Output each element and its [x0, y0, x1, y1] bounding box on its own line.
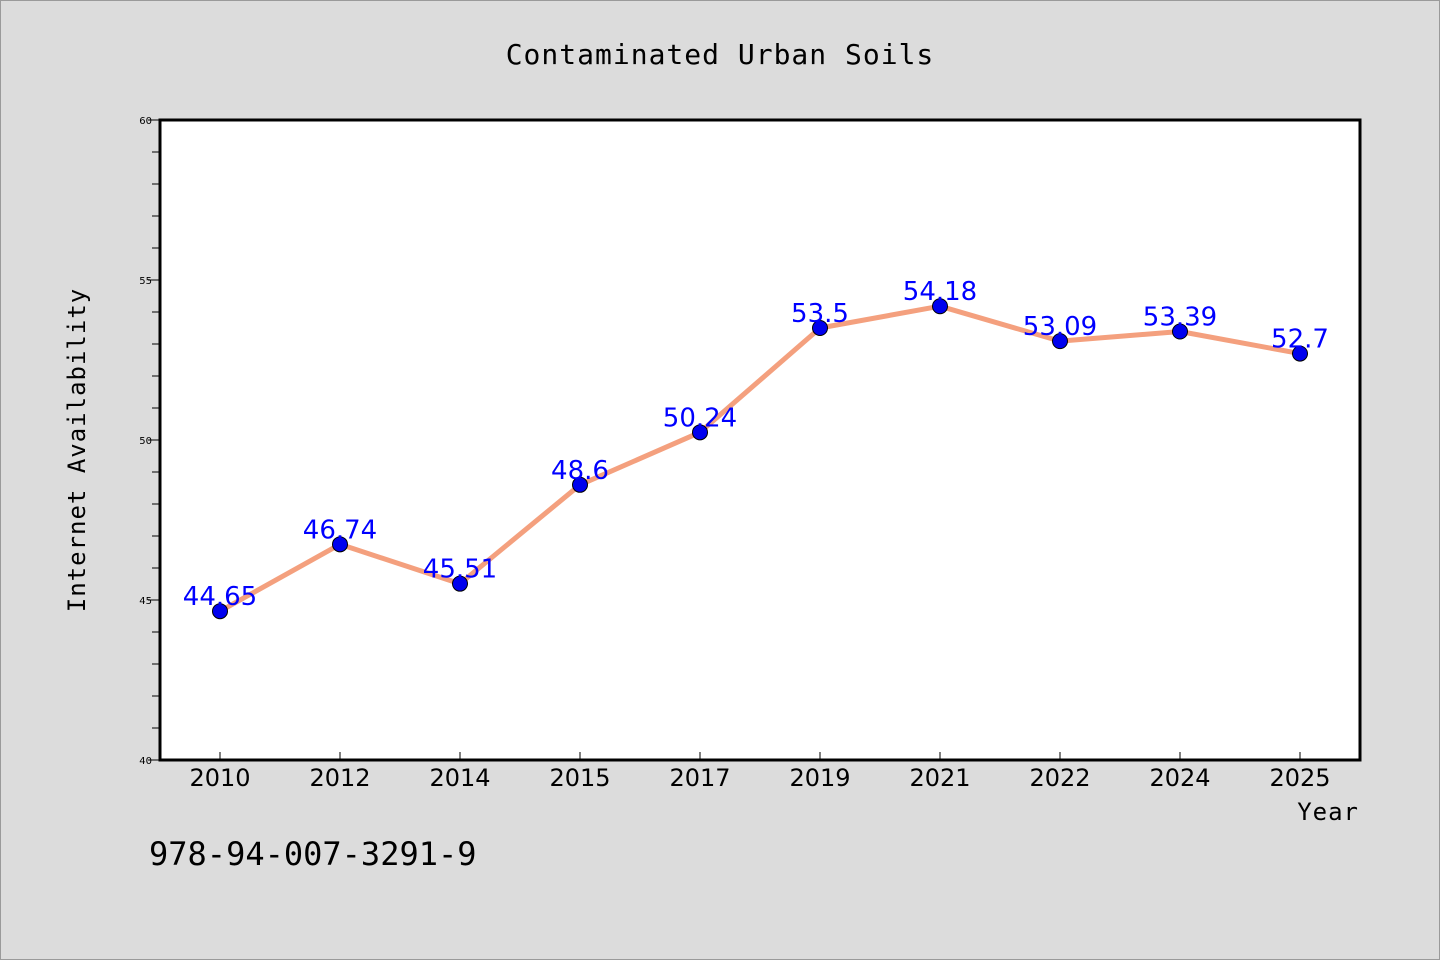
data-label: 48.6 — [551, 456, 609, 486]
x-axis-title: Year — [1297, 798, 1359, 826]
y-axis: 40 45 50 55 60 — [139, 116, 160, 767]
data-label: 46.74 — [303, 515, 377, 545]
y-tick-label: 50 — [139, 436, 152, 447]
data-point — [1172, 323, 1188, 340]
data-labels: 44.65 46.74 45.51 48.6 50.24 53.5 54.18 53.09 53… — [183, 277, 1329, 612]
data-label: 44.65 — [183, 582, 257, 612]
series-line — [217, 303, 1303, 614]
annotation-text: 978-94-007-3291-9 — [149, 835, 477, 873]
data-label: 54.18 — [903, 277, 977, 307]
x-tick-label: 2019 — [789, 764, 850, 792]
y-tick-label: 60 — [139, 116, 152, 127]
x-tick-label: 2015 — [549, 764, 610, 792]
x-tick-label: 2024 — [1149, 764, 1210, 792]
data-point — [452, 575, 468, 592]
x-tick-label: 2010 — [189, 764, 250, 792]
x-tick-label: 2025 — [1269, 764, 1330, 792]
data-label: 52.7 — [1271, 325, 1329, 355]
data-point — [332, 536, 348, 553]
x-tick-label: 2014 — [429, 764, 490, 792]
x-axis: 2010 2012 2014 2015 2017 2019 2021 2022 2024 2025 — [189, 752, 1331, 792]
data-point — [932, 298, 948, 315]
data-point — [812, 320, 828, 336]
x-tick-label: 2021 — [909, 764, 970, 792]
data-point — [1292, 345, 1308, 362]
plot-area — [158, 118, 1362, 762]
chart-title: Contaminated Urban Soils — [506, 38, 935, 71]
data-point — [212, 603, 228, 620]
data-point — [1052, 333, 1068, 350]
data-label: 45.51 — [423, 555, 497, 585]
data-label: 53.09 — [1023, 312, 1097, 342]
x-tick-label: 2022 — [1029, 764, 1090, 792]
data-point — [572, 476, 588, 493]
series-markers — [212, 298, 1308, 620]
y-tick-label: 55 — [139, 276, 152, 287]
data-label: 50.24 — [663, 403, 737, 433]
x-tick-label: 2012 — [309, 764, 370, 792]
y-axis-title: Internet Availability — [63, 288, 91, 612]
y-tick-label: 45 — [139, 596, 152, 607]
y-tick-label: 40 — [139, 756, 152, 767]
data-label: 53.5 — [791, 299, 849, 329]
data-point — [692, 424, 708, 441]
data-label: 53.39 — [1143, 303, 1217, 333]
x-tick-label: 2017 — [669, 764, 730, 792]
